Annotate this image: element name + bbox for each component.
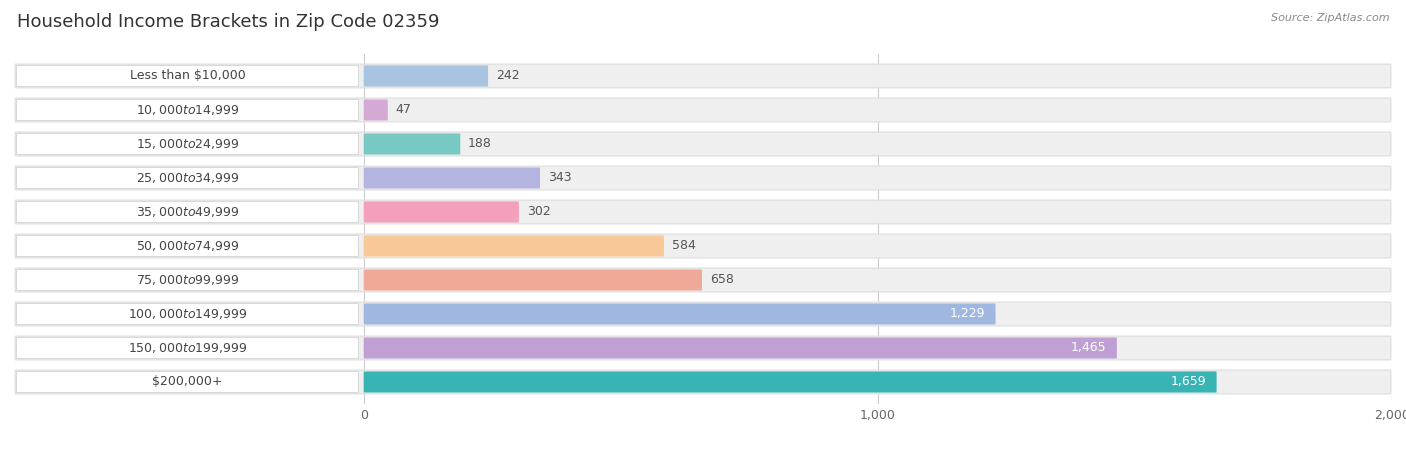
Text: 584: 584 — [672, 239, 696, 252]
FancyBboxPatch shape — [17, 167, 359, 189]
Text: $50,000 to $74,999: $50,000 to $74,999 — [136, 239, 239, 253]
Text: 343: 343 — [548, 172, 571, 185]
FancyBboxPatch shape — [364, 371, 1216, 392]
FancyBboxPatch shape — [15, 132, 1391, 156]
Text: 658: 658 — [710, 273, 734, 286]
FancyBboxPatch shape — [15, 200, 1391, 224]
Text: $75,000 to $99,999: $75,000 to $99,999 — [136, 273, 239, 287]
FancyBboxPatch shape — [17, 202, 359, 223]
Text: Household Income Brackets in Zip Code 02359: Household Income Brackets in Zip Code 02… — [17, 13, 439, 31]
FancyBboxPatch shape — [364, 304, 995, 325]
FancyBboxPatch shape — [364, 338, 1116, 359]
FancyBboxPatch shape — [364, 66, 488, 87]
FancyBboxPatch shape — [15, 302, 1391, 326]
Text: 1,465: 1,465 — [1071, 342, 1107, 355]
FancyBboxPatch shape — [364, 202, 519, 223]
FancyBboxPatch shape — [364, 269, 702, 291]
FancyBboxPatch shape — [15, 268, 1391, 292]
FancyBboxPatch shape — [17, 133, 359, 154]
Text: 242: 242 — [496, 70, 519, 83]
Text: $10,000 to $14,999: $10,000 to $14,999 — [136, 103, 239, 117]
FancyBboxPatch shape — [17, 99, 359, 120]
Text: $25,000 to $34,999: $25,000 to $34,999 — [136, 171, 239, 185]
FancyBboxPatch shape — [15, 166, 1391, 190]
FancyBboxPatch shape — [17, 338, 359, 359]
Text: $15,000 to $24,999: $15,000 to $24,999 — [136, 137, 239, 151]
FancyBboxPatch shape — [17, 235, 359, 256]
Text: $200,000+: $200,000+ — [152, 375, 222, 388]
Text: $35,000 to $49,999: $35,000 to $49,999 — [136, 205, 239, 219]
FancyBboxPatch shape — [15, 234, 1391, 258]
Text: 188: 188 — [468, 137, 492, 150]
Text: $150,000 to $199,999: $150,000 to $199,999 — [128, 341, 247, 355]
Text: Source: ZipAtlas.com: Source: ZipAtlas.com — [1271, 13, 1389, 23]
Text: 47: 47 — [395, 103, 412, 116]
FancyBboxPatch shape — [364, 99, 388, 120]
FancyBboxPatch shape — [15, 64, 1391, 88]
FancyBboxPatch shape — [17, 371, 359, 392]
Text: 1,229: 1,229 — [950, 308, 986, 321]
FancyBboxPatch shape — [17, 269, 359, 291]
FancyBboxPatch shape — [364, 133, 460, 154]
FancyBboxPatch shape — [17, 304, 359, 325]
FancyBboxPatch shape — [17, 66, 359, 87]
Text: Less than $10,000: Less than $10,000 — [129, 70, 246, 83]
FancyBboxPatch shape — [364, 235, 664, 256]
FancyBboxPatch shape — [364, 167, 540, 189]
Text: $100,000 to $149,999: $100,000 to $149,999 — [128, 307, 247, 321]
FancyBboxPatch shape — [15, 336, 1391, 360]
FancyBboxPatch shape — [15, 370, 1391, 394]
Text: 1,659: 1,659 — [1171, 375, 1206, 388]
FancyBboxPatch shape — [15, 98, 1391, 122]
Text: 302: 302 — [527, 206, 550, 219]
